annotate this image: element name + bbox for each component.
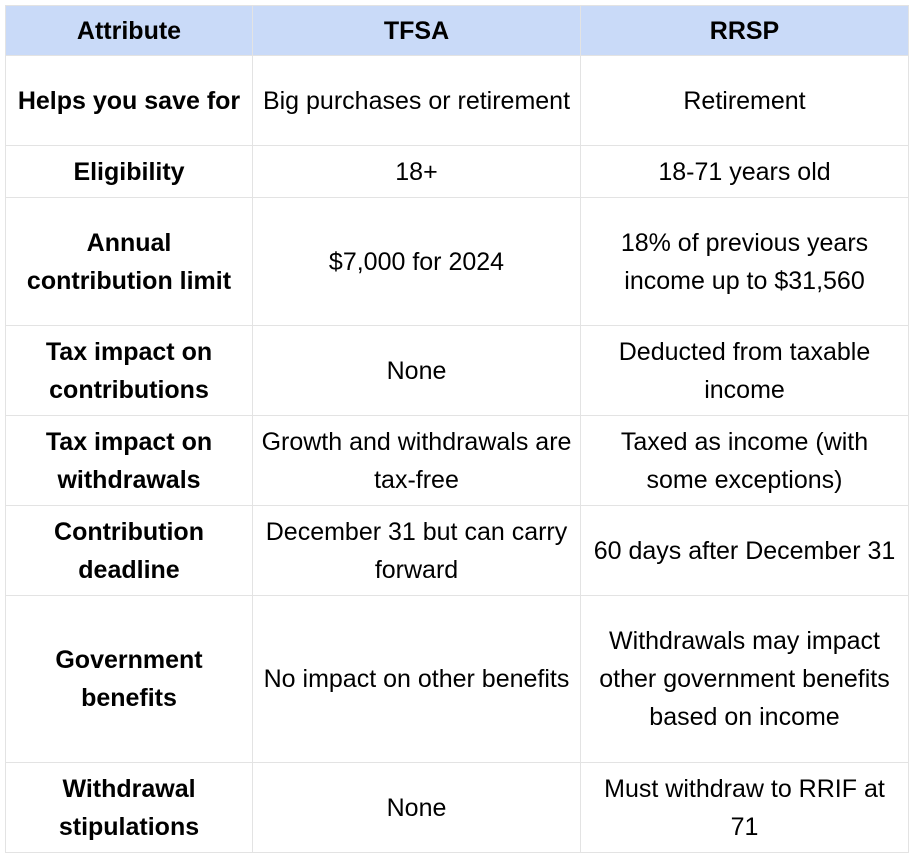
header-row: Attribute TFSA RRSP [5,5,909,56]
table-row: Government benefits No impact on other be… [5,595,909,763]
attribute-cell: Contribution deadline [5,505,253,596]
attribute-cell: Helps you save for [5,55,253,146]
value-cell: 18% of previous years income up to $31,5… [580,197,909,326]
value-cell: None [252,325,581,416]
value-cell: 18+ [252,145,581,198]
value-cell: Must withdraw to RRIF at 71 [580,762,909,853]
table-row: Helps you save for Big purchases or retir… [5,55,909,146]
table-row: Contribution deadline December 31 but can… [5,505,909,596]
value-cell: Withdrawals may impact other government … [580,595,909,763]
header-cell: Attribute [5,5,253,56]
table-row: Withdrawal stipulations None Must withdraw… [5,762,909,853]
value-cell: Deducted from taxable income [580,325,909,416]
attribute-cell: Eligibility [5,145,253,198]
value-cell: 18-71 years old [580,145,909,198]
header-cell: TFSA [252,5,581,56]
value-cell: Growth and withdrawals are tax-free [252,415,581,506]
value-cell: $7,000 for 2024 [252,197,581,326]
table-row: Tax impact on contributions None Deducted … [5,325,909,416]
value-cell: Retirement [580,55,909,146]
header-cell: RRSP [580,5,909,56]
attribute-cell: Government benefits [5,595,253,763]
value-cell: 60 days after December 31 [580,505,909,596]
value-cell: December 31 but can carry forward [252,505,581,596]
attribute-cell: Tax impact on contributions [5,325,253,416]
attribute-cell: Withdrawal stipulations [5,762,253,853]
attribute-cell: Tax impact on withdrawals [5,415,253,506]
value-cell: Big purchases or retirement [252,55,581,146]
table-container: Attribute TFSA RRSP Helps you save for Big … [5,5,909,853]
table-row: Tax impact on withdrawals Growth and with… [5,415,909,506]
table-row: Eligibility 18+ 18-71 years old [5,145,909,198]
table-row: Annual contribution limit $7,000 for 2024… [5,197,909,326]
attribute-cell: Annual contribution limit [5,197,253,326]
comparison-table: Attribute TFSA RRSP Helps you save for Big … [5,5,909,853]
value-cell: None [252,762,581,853]
value-cell: Taxed as income (with some exceptions) [580,415,909,506]
value-cell: No impact on other benefits [252,595,581,763]
